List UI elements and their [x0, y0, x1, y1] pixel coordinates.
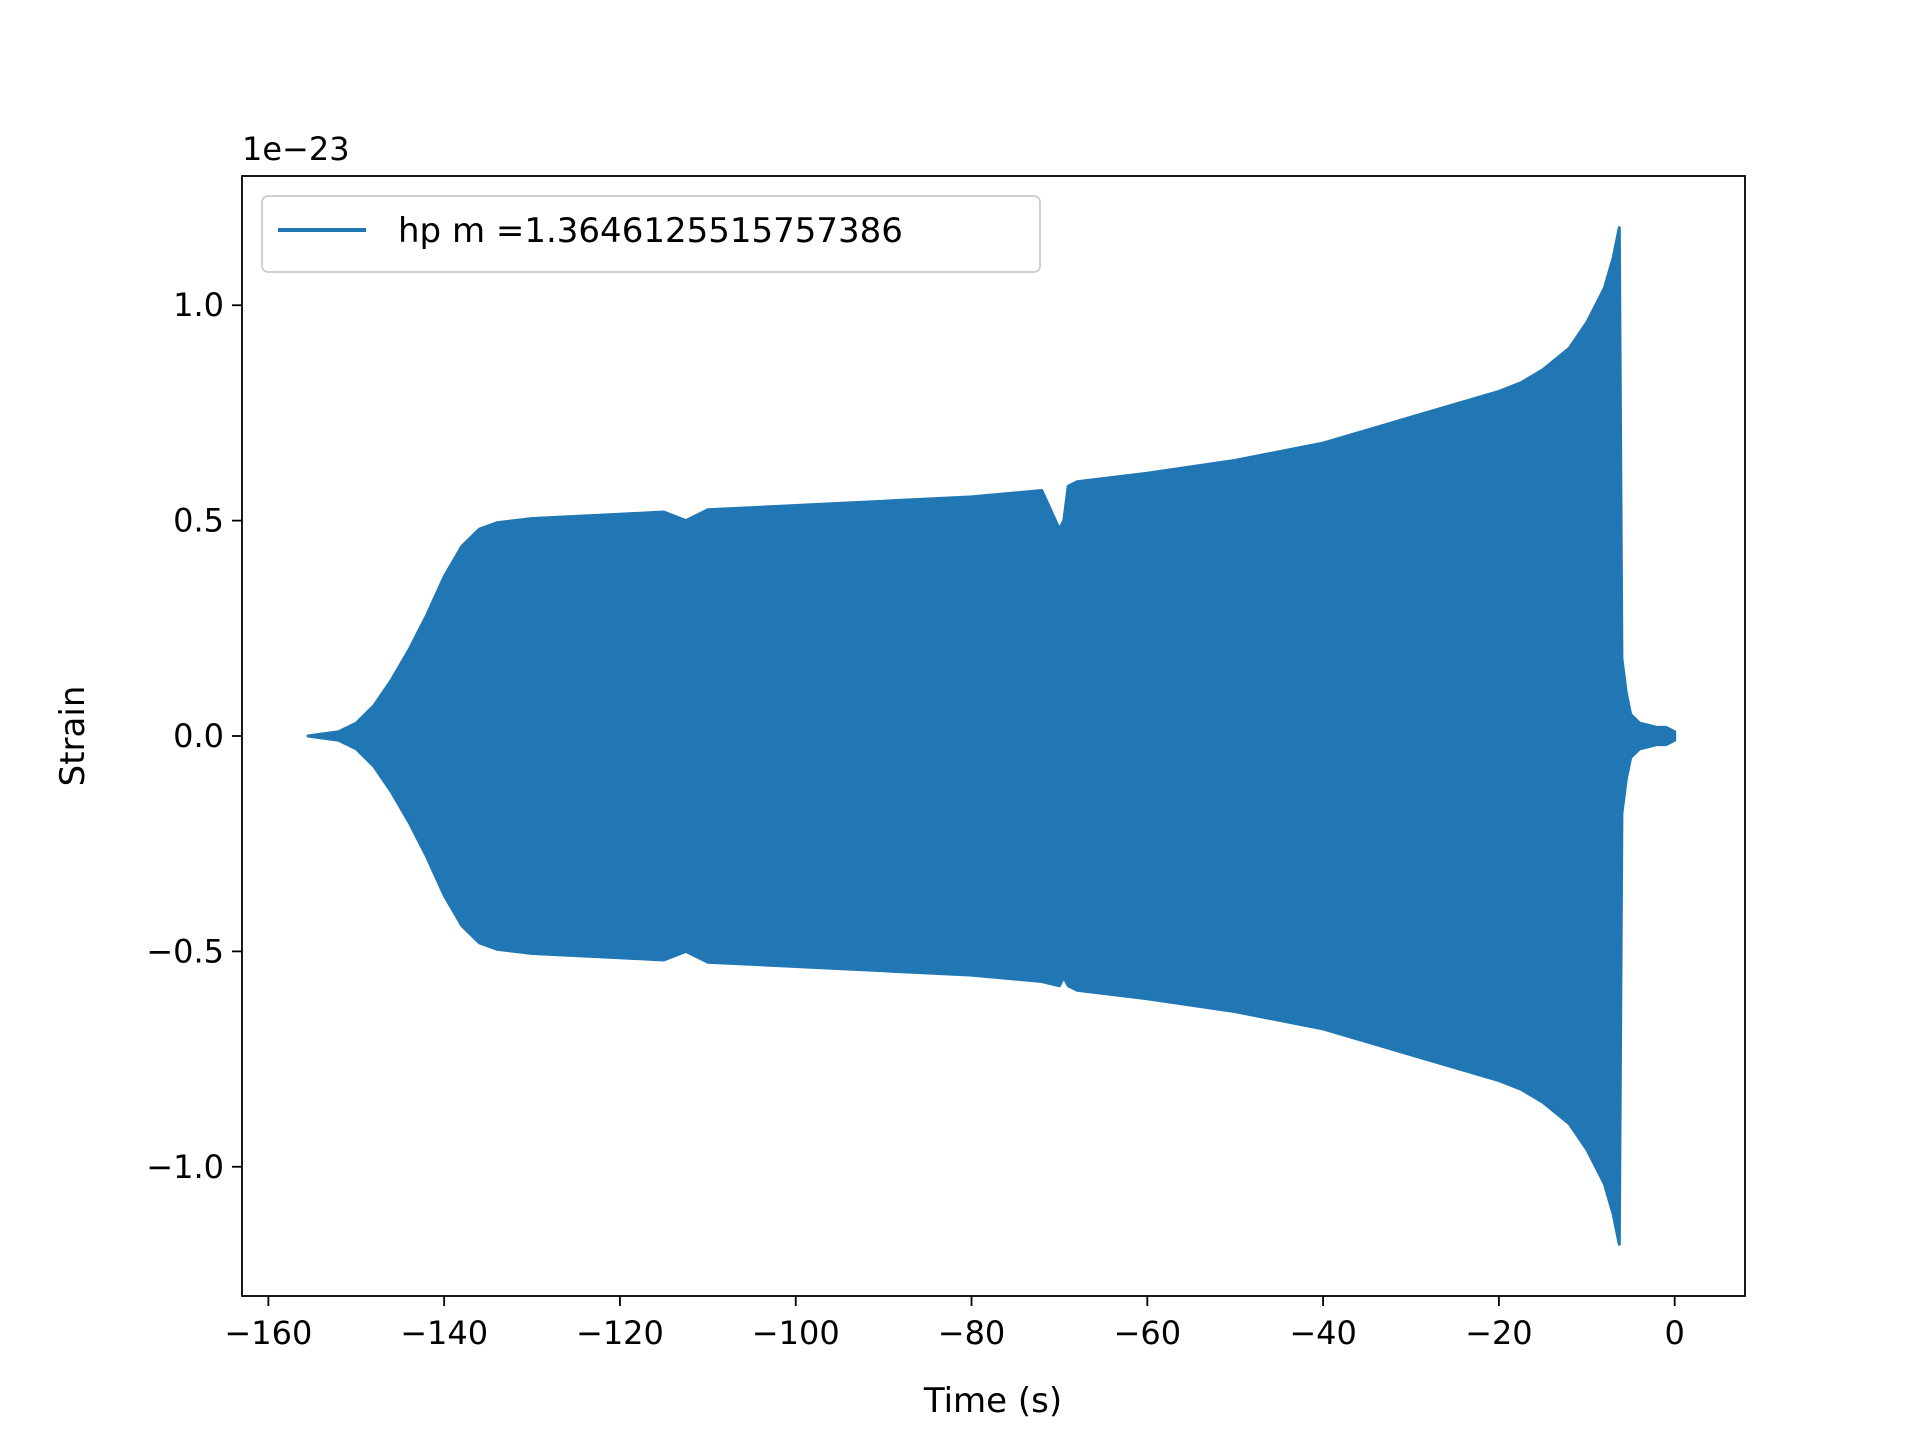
x-axis-ticks: −160 −140 −120 −100 −80 −60 −40 −20 0 — [224, 1296, 1685, 1352]
y-tick-label: 0.5 — [173, 502, 224, 540]
y-axis-ticks: −1.0 −0.5 0.0 0.5 1.0 — [146, 286, 242, 1186]
series-waveform — [306, 226, 1677, 1246]
x-tick-label: −160 — [224, 1314, 312, 1352]
plot-area — [306, 226, 1677, 1246]
x-tick-label: −140 — [400, 1314, 488, 1352]
x-tick-label: −20 — [1465, 1314, 1533, 1352]
x-tick-label: 0 — [1665, 1314, 1685, 1352]
y-tick-label: 1.0 — [173, 286, 224, 324]
legend-frame — [261, 195, 1041, 273]
y-tick-label: 0.0 — [173, 717, 224, 755]
axes-frame — [241, 175, 1746, 1297]
y-axis-label: Strain — [53, 686, 93, 787]
x-axis-label: Time (s) — [923, 1381, 1062, 1421]
x-tick-label: −100 — [752, 1314, 840, 1352]
legend-label: hp m =1.3646125515757386 — [398, 211, 903, 251]
x-tick-label: −80 — [938, 1314, 1006, 1352]
x-tick-label: −60 — [1114, 1314, 1182, 1352]
y-tick-label: −1.0 — [146, 1148, 224, 1186]
x-tick-label: −40 — [1289, 1314, 1357, 1352]
x-tick-label: −120 — [576, 1314, 664, 1352]
y-offset-text: 1e−23 — [242, 130, 350, 168]
y-tick-label: −0.5 — [146, 932, 224, 970]
legend: hp m =1.3646125515757386 — [261, 195, 1041, 273]
